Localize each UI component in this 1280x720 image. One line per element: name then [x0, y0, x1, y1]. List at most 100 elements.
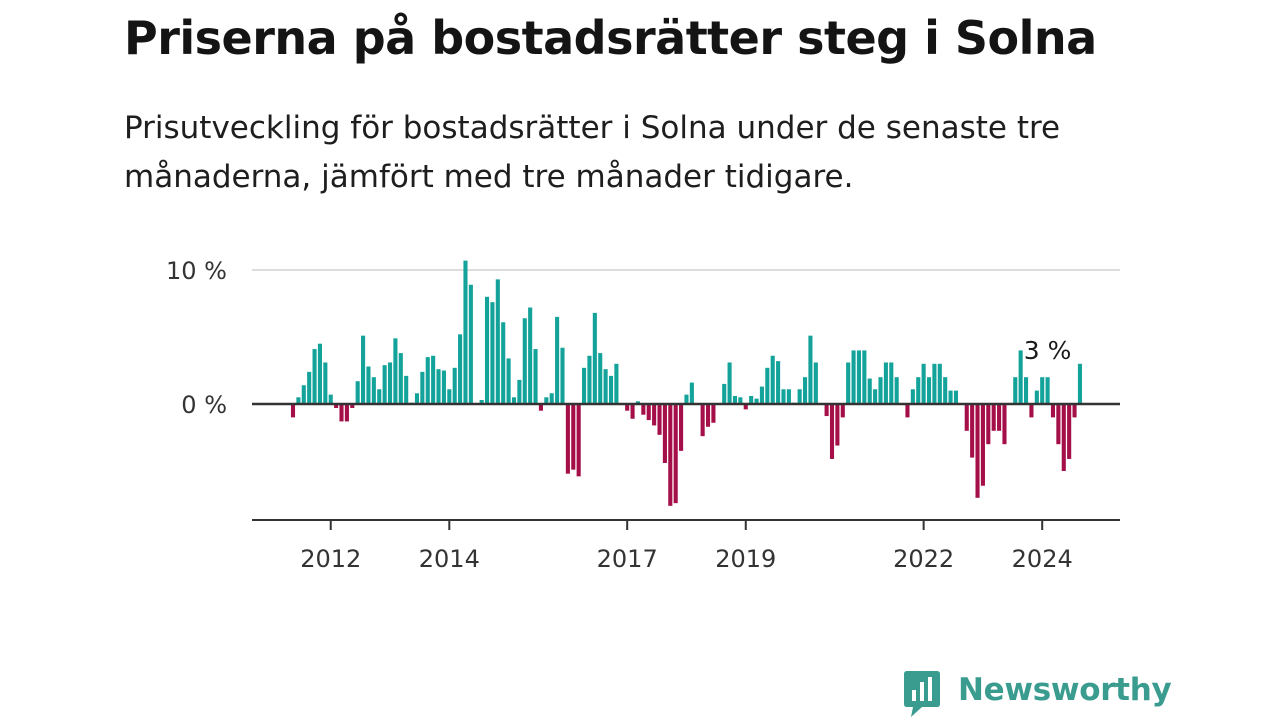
labels-layer: 0 % 10 % 2012 2014 2017 2019 2022 2024 3 % — [166, 257, 1073, 573]
bar — [932, 363, 937, 404]
bar — [441, 370, 446, 404]
bar — [1023, 377, 1029, 404]
bar — [840, 404, 845, 418]
bar — [846, 362, 851, 404]
bar — [350, 404, 355, 409]
bar — [635, 401, 641, 404]
bar — [533, 349, 538, 404]
bar — [862, 350, 867, 404]
bar — [679, 404, 684, 451]
bar — [765, 367, 770, 404]
bar — [334, 404, 339, 409]
bar — [970, 404, 975, 458]
bar — [603, 369, 608, 404]
bar — [754, 398, 759, 404]
bar — [1077, 363, 1082, 404]
bar — [921, 363, 926, 404]
bar — [668, 404, 673, 506]
bar — [560, 347, 565, 404]
bar — [323, 362, 328, 404]
bar — [387, 362, 393, 404]
bar — [484, 296, 490, 404]
bar — [1040, 377, 1045, 404]
bar — [727, 362, 732, 404]
bar — [743, 404, 748, 410]
bar — [1061, 404, 1066, 471]
bar — [614, 363, 619, 404]
bar — [856, 350, 861, 404]
bar — [393, 338, 398, 404]
bar — [662, 404, 667, 463]
bar — [625, 404, 630, 411]
bar — [997, 404, 1002, 431]
bar — [344, 404, 349, 422]
bar — [312, 349, 317, 404]
bar — [328, 394, 333, 404]
bar — [1018, 350, 1023, 404]
bar — [1072, 404, 1077, 418]
bar — [657, 404, 662, 435]
bar — [916, 377, 921, 404]
bar — [382, 365, 387, 404]
bar — [808, 335, 813, 404]
bar — [824, 404, 829, 417]
x-tick-label: 2014 — [419, 545, 480, 573]
bar — [479, 399, 484, 404]
bar — [404, 375, 409, 404]
bar — [317, 343, 322, 404]
y-tick-label: 0 % — [181, 391, 227, 419]
bar — [646, 404, 651, 421]
bar — [700, 404, 705, 437]
bar — [770, 355, 775, 404]
newsworthy-logo: Newsworthy — [902, 668, 1172, 720]
bar — [576, 404, 581, 477]
bar — [630, 404, 635, 419]
bar — [565, 404, 570, 474]
bar — [355, 381, 360, 404]
bar — [851, 350, 856, 404]
x-tick-label: 2017 — [597, 545, 658, 573]
bar — [506, 358, 511, 404]
bar — [290, 404, 296, 418]
bar — [339, 404, 344, 422]
bar-chart-speech-bubble-icon — [904, 671, 940, 717]
bar — [414, 393, 420, 404]
y-tick-label: 10 % — [166, 257, 227, 285]
bar — [517, 379, 522, 404]
bar — [641, 404, 646, 415]
bars-layer — [290, 260, 1082, 506]
bar — [398, 353, 403, 404]
bar — [673, 404, 678, 504]
bar — [307, 371, 312, 404]
bar — [468, 284, 473, 404]
bar — [689, 382, 694, 404]
bar — [587, 355, 592, 404]
bar — [894, 377, 899, 404]
bar — [964, 404, 969, 431]
bar — [555, 316, 560, 404]
bar — [511, 397, 517, 404]
bar — [953, 390, 959, 404]
bar — [829, 404, 835, 459]
bar — [425, 357, 430, 404]
bar — [1045, 377, 1050, 404]
bar — [835, 404, 840, 446]
bar — [431, 355, 436, 404]
bar — [797, 389, 802, 404]
bar — [522, 318, 527, 404]
bar — [1050, 404, 1056, 418]
bar — [684, 394, 689, 404]
x-tick-label: 2024 — [1012, 545, 1073, 573]
bar — [937, 363, 942, 404]
bar — [738, 397, 743, 404]
bar — [883, 362, 888, 404]
axis-layer — [252, 402, 1120, 530]
bar — [980, 404, 985, 486]
bar — [878, 377, 883, 404]
bar — [452, 367, 457, 404]
bar — [608, 375, 614, 404]
bar — [943, 377, 948, 404]
bar — [1034, 390, 1039, 404]
bar — [803, 377, 808, 404]
